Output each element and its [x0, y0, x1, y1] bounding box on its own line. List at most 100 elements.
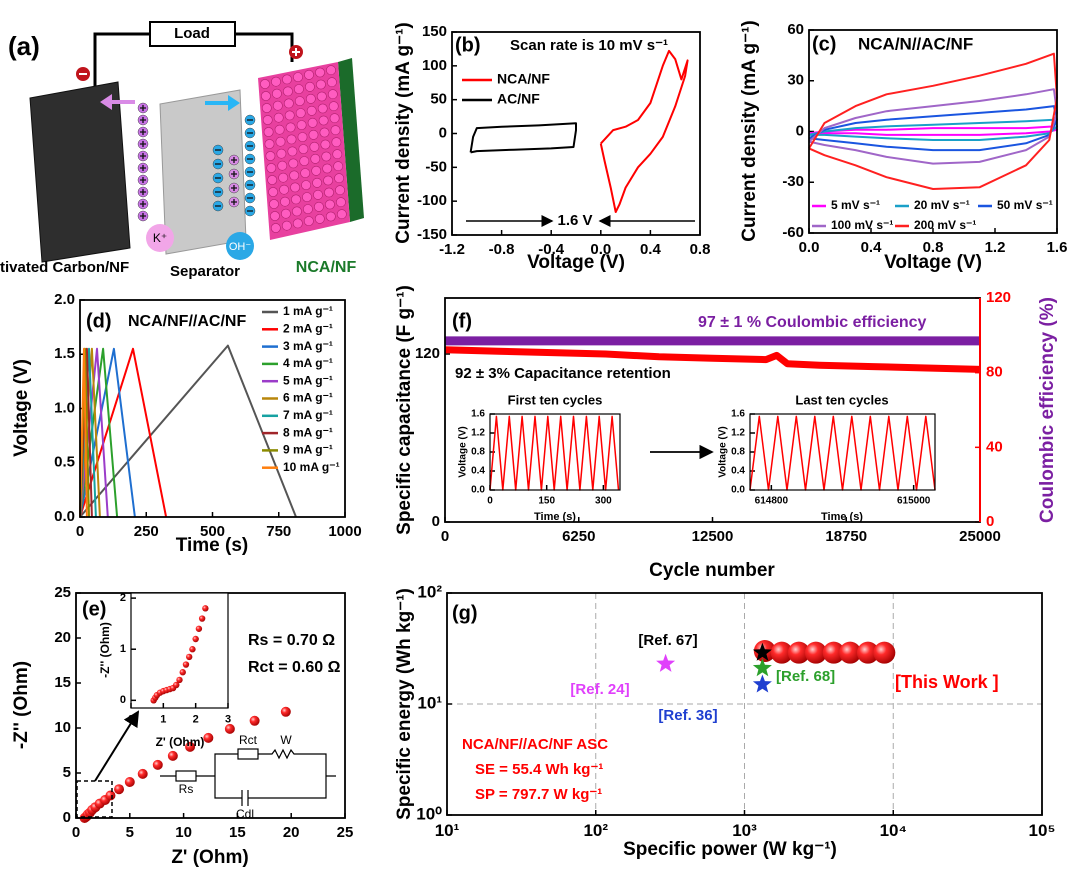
sphere-marker	[249, 715, 260, 726]
panel-label: (e)	[82, 598, 106, 620]
y-axis-label: Current density (mA g⁻¹)	[739, 20, 760, 242]
ion-sign	[140, 141, 146, 147]
x-tick-label: 10³	[732, 821, 757, 840]
nca-particle	[313, 189, 323, 200]
nca-particle	[324, 187, 334, 198]
x-tick-label: -1.2	[439, 241, 465, 258]
y-tick-label: 0	[63, 809, 71, 826]
legend-label: 50 mV s⁻¹	[997, 198, 1053, 212]
y-tick-label: 100	[422, 57, 447, 74]
x-tick-label: -0.4	[538, 241, 565, 258]
x-tick-label: 0.4	[640, 241, 662, 258]
nca-particle	[323, 175, 333, 186]
nca-particle	[293, 72, 303, 82]
nca-particle	[260, 79, 270, 89]
sphere-marker	[198, 615, 206, 622]
nca-particle	[283, 98, 294, 109]
cation-label: K⁺	[153, 231, 167, 245]
y-axis-label: Voltage (V)	[458, 426, 469, 477]
nca-particle	[290, 182, 300, 193]
x-tick-label: 10	[175, 824, 192, 841]
nca-particle	[261, 103, 272, 113]
nca-particle	[289, 170, 300, 181]
series-label: [Ref. 67]	[638, 632, 697, 649]
resistor-rs	[175, 770, 197, 782]
y-tick-label: 0.0	[54, 508, 75, 525]
circuit-label: W	[280, 733, 292, 747]
nca-particle	[305, 93, 316, 104]
legend-label: NCA/NF	[497, 71, 550, 87]
nca-particle	[263, 127, 274, 137]
annotation: 92 ± 3% Capacitance retention	[455, 365, 671, 382]
nca-particle	[313, 201, 324, 212]
y-tick-label: 1.5	[54, 345, 75, 362]
legend-label: 2 mA g⁻¹	[283, 321, 333, 335]
nca-particle	[319, 127, 330, 138]
carbon-electrode	[29, 81, 131, 263]
nca-particle	[268, 187, 278, 197]
x-tick-label: 614800	[755, 496, 789, 507]
nca-particle	[335, 185, 345, 196]
nca-particle	[326, 65, 336, 76]
x-tick-label: 15	[229, 824, 246, 841]
series-line	[808, 125, 1058, 136]
x-tick-label: 500	[200, 523, 225, 540]
legend-label: 7 mA g⁻¹	[283, 408, 333, 422]
x-axis-label: Cycle number	[649, 560, 775, 581]
chart-title: First ten cycles	[508, 392, 603, 407]
nca-particle	[273, 112, 284, 123]
annotation: 1.6 V	[557, 212, 592, 229]
nca-particle	[296, 120, 307, 130]
plot-frame	[489, 413, 621, 491]
x-axis-label: Voltage (V)	[527, 252, 625, 273]
nca-particle	[308, 129, 319, 140]
ion-sign	[231, 157, 237, 163]
nca-particle	[301, 180, 311, 190]
sphere-marker	[787, 641, 810, 664]
sphere-marker	[873, 641, 896, 664]
nca-particle	[271, 88, 282, 99]
sphere-marker	[280, 706, 291, 717]
nca-particle	[262, 115, 273, 125]
nca-particle	[298, 144, 309, 154]
nca-particle	[281, 220, 292, 231]
nca-particle	[322, 163, 333, 174]
nca-particle	[304, 69, 314, 80]
x-tick-label: 0.8	[690, 241, 711, 258]
nca-particle	[326, 77, 337, 88]
nca-particle	[286, 134, 297, 145]
x-axis-label: Time (s)	[821, 511, 863, 523]
y-tick-label: 0	[120, 694, 126, 706]
nca-particle	[332, 149, 343, 160]
inset-background	[750, 414, 935, 490]
anion	[226, 232, 254, 260]
y-tick-label: 0.0	[731, 485, 745, 496]
x-tick-label: 0.0	[799, 239, 820, 256]
legend-label: 5 mV s⁻¹	[831, 198, 880, 212]
nca-particle	[336, 209, 347, 220]
nca-particle	[275, 136, 286, 147]
nca-particle	[292, 218, 303, 229]
cation-arrow	[100, 94, 135, 110]
plot-frame	[749, 413, 936, 491]
x-tick-label: 10²	[583, 821, 608, 840]
nca-particle	[327, 89, 338, 100]
sphere-marker	[176, 676, 183, 684]
nca-particle	[315, 67, 325, 78]
y-tick-label: -100	[417, 192, 447, 209]
circuit-label: Rs	[179, 782, 194, 796]
nca-particle	[317, 103, 328, 114]
sphere-marker	[182, 661, 190, 668]
x-tick-label: 6250	[562, 528, 595, 545]
panel-label: (g)	[452, 602, 478, 624]
x-tick-label: 25000	[959, 528, 1001, 545]
chart-title: Last ten cycles	[795, 392, 888, 407]
x-tick-label: 250	[134, 523, 159, 540]
legend-label: 3 mA g⁻¹	[283, 339, 333, 353]
nca-particle	[302, 192, 312, 202]
y-tick-label: 30	[787, 72, 804, 89]
x-tick-label: 300	[595, 496, 612, 507]
ion-sign	[140, 201, 146, 207]
y-tick-label: 10¹	[417, 693, 442, 712]
